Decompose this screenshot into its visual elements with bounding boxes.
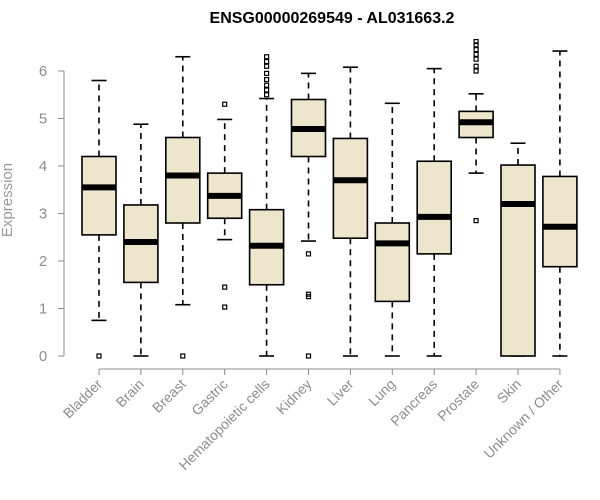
chart-title: ENSG00000269549 - AL031663.2: [210, 10, 455, 27]
outlier-point: [473, 56, 479, 62]
box-group: [332, 66, 369, 357]
x-tick-label: Skin: [494, 376, 525, 407]
box-group: [458, 38, 494, 224]
x-tick-label: Prostate: [434, 376, 482, 424]
y-axis: 0 1 2 3 4 5 6: [39, 63, 65, 365]
outlier-point: [264, 58, 270, 65]
y-axis-label: Expression: [0, 163, 16, 237]
outlier-point: [222, 101, 228, 107]
box-group: [206, 101, 243, 310]
outlier-point: [222, 284, 228, 290]
box-group: [500, 142, 536, 357]
y-tick-label: 0: [39, 348, 47, 365]
outlier-point: [473, 63, 479, 69]
outlier-point: [473, 42, 479, 48]
outlier-point: [264, 63, 270, 69]
outlier-point: [305, 294, 312, 300]
outlier-point: [473, 38, 479, 45]
box-group: [165, 55, 201, 359]
y-tick-label: 1: [39, 301, 47, 318]
outlier-point: [264, 76, 270, 83]
box-group: [81, 79, 117, 359]
y-tick-label: 2: [39, 253, 47, 270]
y-tick-label: 3: [39, 206, 47, 223]
x-tick-label: Kidney: [273, 376, 315, 418]
outlier-point: [180, 353, 186, 359]
box-iqr: [332, 137, 369, 239]
box-iqr: [500, 164, 536, 357]
outlier-point: [222, 304, 228, 310]
x-tick-label: Brain: [113, 376, 147, 410]
x-tick-label: Liver: [324, 376, 357, 409]
box-iqr: [165, 136, 201, 224]
outlier-point: [473, 51, 479, 57]
box-group: [248, 54, 285, 357]
x-tick-label: Pancreas: [387, 376, 440, 429]
x-tick-label: Lung: [365, 376, 398, 409]
y-tick-label: 4: [39, 158, 47, 175]
box-group: [123, 123, 159, 357]
box-iqr: [416, 160, 453, 255]
outlier-point: [264, 92, 270, 98]
outlier-point: [473, 218, 479, 224]
y-tick-label: 6: [39, 63, 47, 80]
box-group: [374, 102, 411, 357]
box-iqr: [542, 175, 578, 268]
box-group: [542, 50, 578, 357]
x-tick-label: Unknown / Other: [480, 376, 566, 462]
outlier-point: [473, 47, 479, 53]
x-tick-label: Bladder: [60, 376, 106, 422]
outlier-point: [305, 251, 312, 257]
outlier-point: [264, 70, 270, 76]
outlier-point: [305, 353, 312, 359]
box-iqr: [81, 155, 117, 236]
box-group: [290, 72, 327, 359]
outlier-point: [264, 54, 270, 60]
plot-area: [81, 38, 578, 359]
y-tick-label: 5: [39, 111, 47, 128]
outlier-point: [96, 353, 102, 359]
box-iqr: [374, 222, 411, 303]
outlier-point: [264, 87, 270, 93]
outlier-point: [264, 82, 270, 88]
outlier-point: [473, 68, 479, 74]
x-tick-label: Breast: [149, 376, 189, 416]
box-group: [416, 67, 453, 357]
